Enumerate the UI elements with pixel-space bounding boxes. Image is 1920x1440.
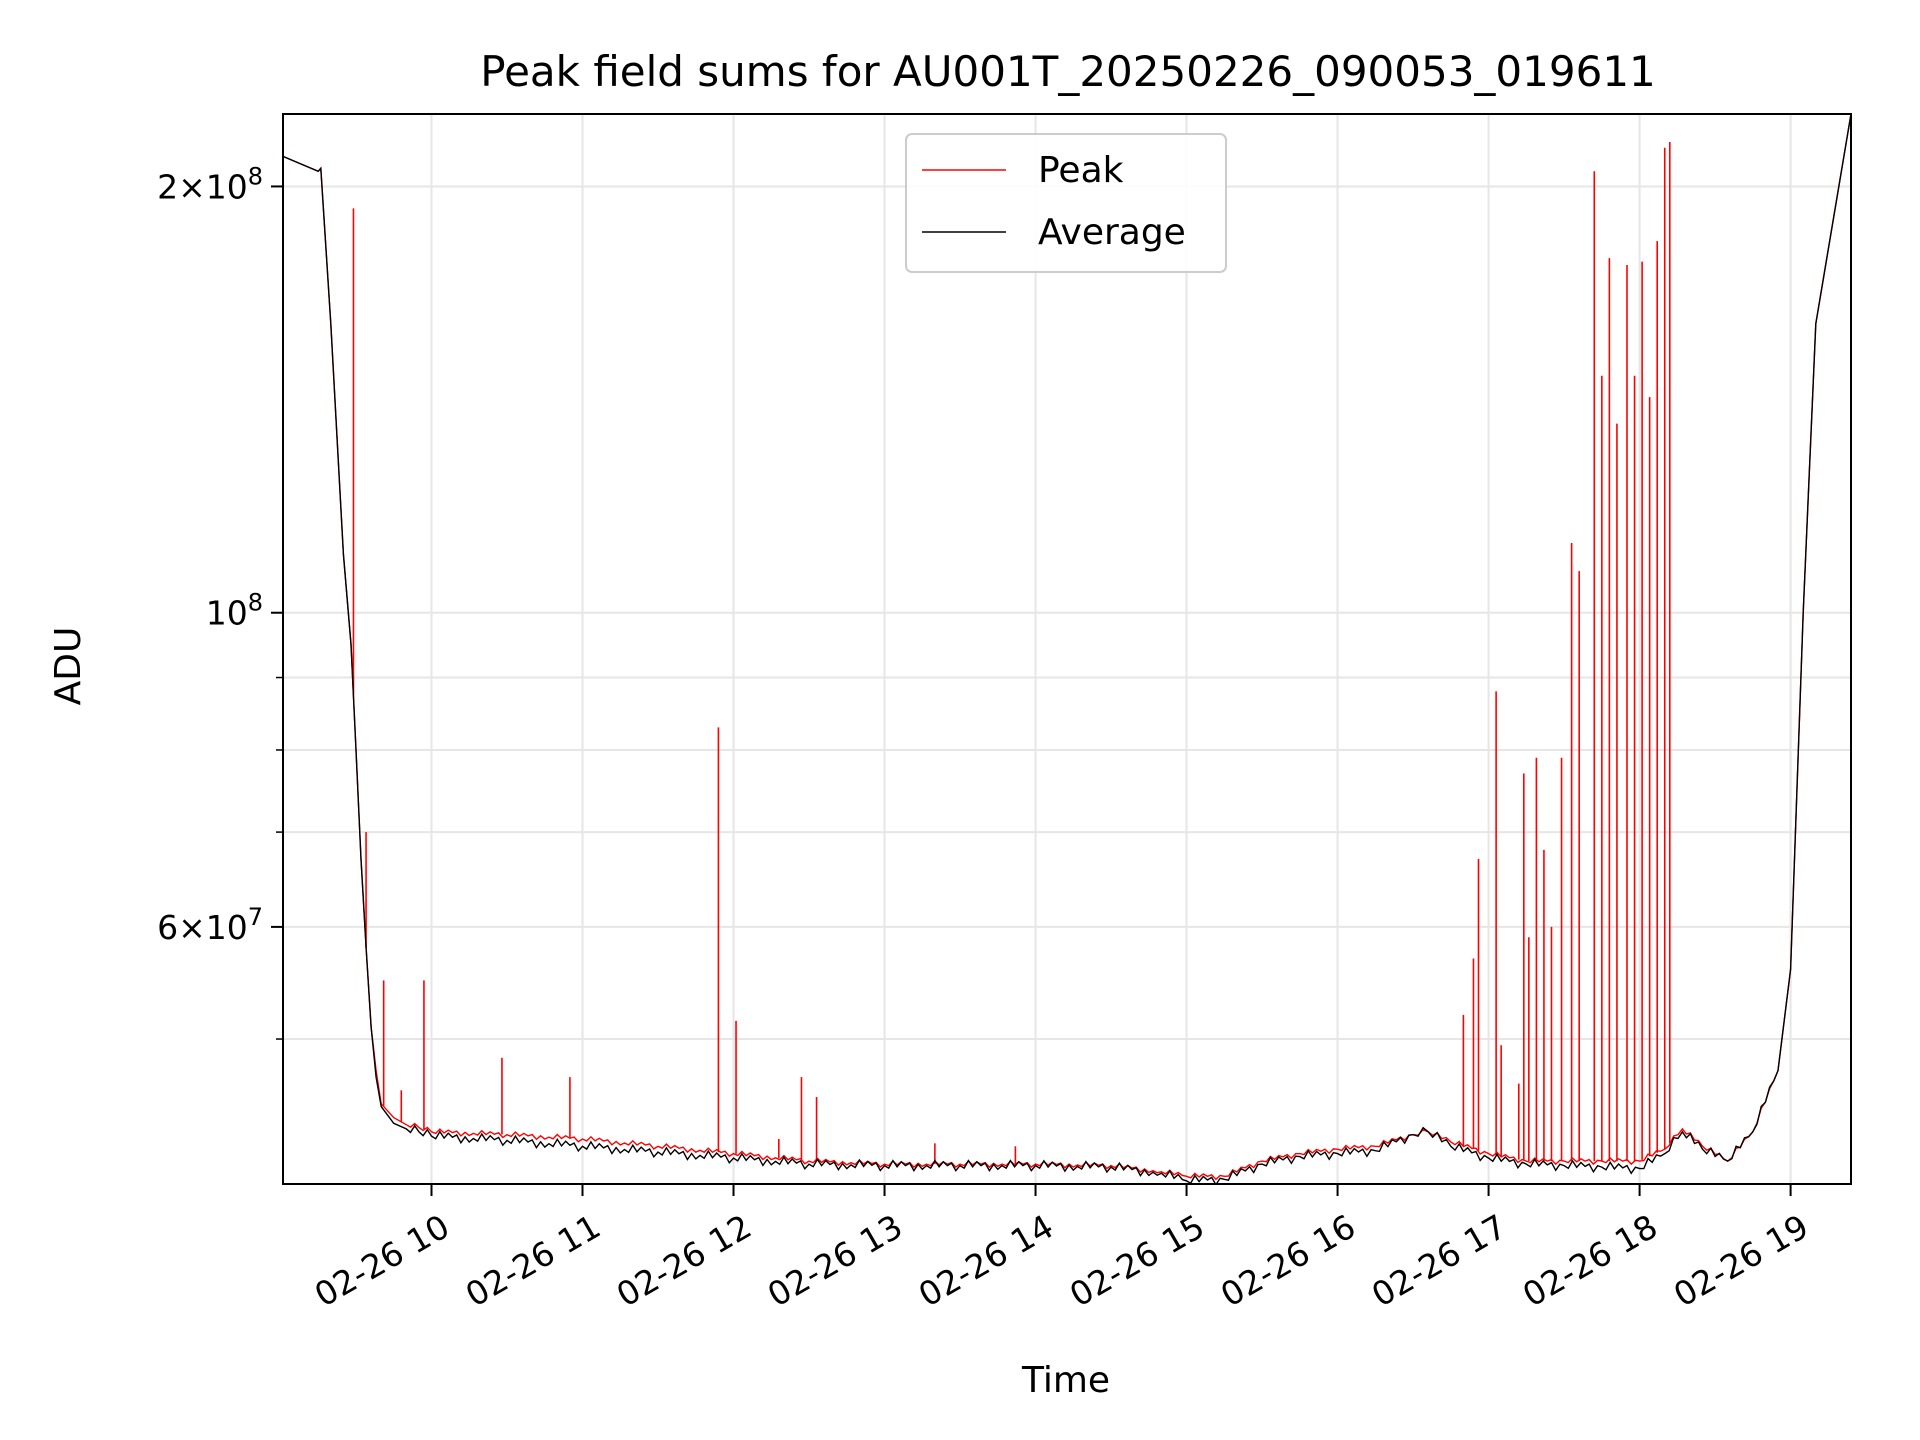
plot-frame [282,113,1852,1185]
legend: Peak Average [905,133,1227,273]
legend-average-label: Average [1038,212,1186,253]
y-tick-label: 6×107 [157,903,263,947]
plot-area [283,114,1851,1184]
legend-box [905,133,1227,273]
grid [283,114,1851,1184]
legend-peak-label: Peak [1038,150,1124,191]
average-series [283,114,1851,1184]
x-axis-label: Time [1021,1360,1110,1401]
average-line [283,114,1851,1184]
y-axis-label: ADU [48,627,89,706]
y-tick-label: 2×108 [157,162,263,206]
peak-line [283,114,1851,1181]
chart-title: Peak field sums for AU001T_20250226_0900… [480,47,1656,96]
peak-series [283,114,1851,1181]
y-tick-label: 108 [206,589,263,633]
